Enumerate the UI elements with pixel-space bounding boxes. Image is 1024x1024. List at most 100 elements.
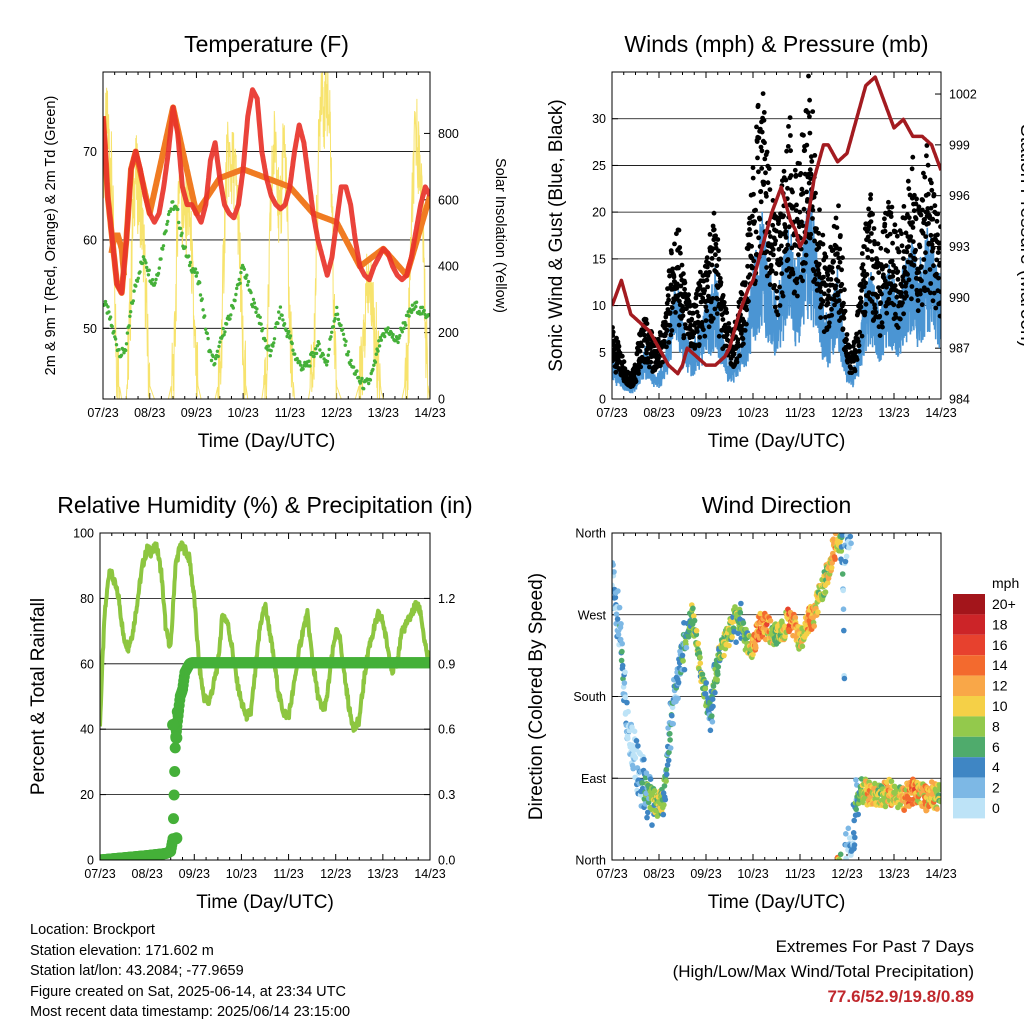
direction-point [832,533,839,537]
dewpoint-point [333,317,337,321]
direction-point [697,660,704,666]
gust-point [905,178,911,184]
direction-point [792,614,799,621]
gust-point [712,306,718,312]
y-tick-label: 60 [80,657,94,671]
gust-point [714,263,720,269]
dewpoint-point [198,293,203,297]
gust-point [781,168,787,174]
gust-point [823,282,829,288]
direction-point [667,737,673,743]
dewpoint-point [237,277,241,282]
gust-point [887,231,893,237]
direction-point [709,713,715,719]
gust-point [767,187,773,193]
direction-point [664,762,671,768]
dewpoint-point [205,331,209,336]
y2-tick-label: 1002 [949,88,977,102]
dewpoint-point [349,358,353,363]
temperature-frame [102,71,431,400]
gust-point [812,238,817,244]
gust-point [913,216,919,222]
direction-point [616,604,623,611]
gust-point [823,254,829,260]
winds-ylabel: Sonic Wind & Gust (Blue, Black) [546,99,567,371]
gust-point [934,257,940,263]
dewpoint-point [214,356,218,361]
direction-point [649,822,655,828]
direction-point [615,588,621,594]
dewpoint-point [144,261,148,265]
direction-point [647,776,654,782]
gust-point [668,282,674,288]
dewpoint-point [127,324,131,328]
direction-point [666,749,672,756]
gust-point [785,185,790,191]
gust-point [920,230,926,236]
x-tick-label: 08/23 [134,406,165,420]
dewpoint-point [178,226,183,231]
dewpoint-point [117,348,121,352]
gust-point [706,324,712,330]
gust-point [703,304,709,310]
gust-point [737,353,742,359]
gust-point [788,173,794,178]
gust-point [772,304,778,310]
gust-point [835,251,840,256]
gust-point [856,348,862,354]
gust-point [921,170,926,176]
precip-point [169,766,181,777]
gust-point [837,246,843,252]
gust-point [731,351,737,357]
gust-point [669,328,675,333]
gust-point [764,193,769,199]
dewpoint-point [295,356,299,361]
direction-point [643,790,649,797]
legend-label: 20+ [992,596,1016,612]
dewpoint-point [259,322,263,326]
winds-xlabel: Time (Day/UTC) [708,431,846,452]
dewpoint-point [161,244,166,248]
gust-point [906,186,912,192]
dewpoint-point [245,283,250,287]
gust-point [922,269,928,275]
x-tick-label: 13/23 [878,406,909,420]
gust-point [759,166,765,171]
gust-point [857,329,863,335]
dewpoint-point [340,327,345,332]
gust-point [876,270,882,275]
direction-point [830,536,837,542]
dewpoint-point [245,273,249,277]
y-tick-label: 50 [83,322,97,336]
direction-point [841,627,847,634]
dewpoint-point [344,339,348,343]
gust-point [861,268,867,274]
gust-point [898,290,904,295]
gust-point [720,317,726,322]
gust-point [931,290,937,296]
gust-point [701,327,706,333]
direction-point [696,650,703,656]
winds-title: Winds (mph) & Pressure (mb) [624,31,928,57]
direction-point [661,783,668,789]
dewpoint-point [402,326,406,330]
dewpoint-point [183,245,188,249]
x-tick-label: 13/23 [878,867,909,881]
gust-point [669,305,675,311]
created-text: Figure created on Sat, 2025-06-14, at 23… [30,983,346,1000]
dewpoint-point [171,200,175,204]
x-tick-label: 10/23 [737,406,768,420]
gust-point [710,316,716,321]
dewpoint-point [124,348,128,353]
gust-point [783,229,789,235]
gust-point [803,252,809,258]
gust-point [771,252,776,258]
direction-point [838,548,845,554]
gust-point [757,216,763,222]
dewpoint-point [420,305,425,309]
gust-point [893,229,898,235]
dewpoint-point [356,375,361,380]
dewpoint-point [166,219,170,224]
gust-point [797,209,803,215]
dewpoint-point [372,363,376,367]
